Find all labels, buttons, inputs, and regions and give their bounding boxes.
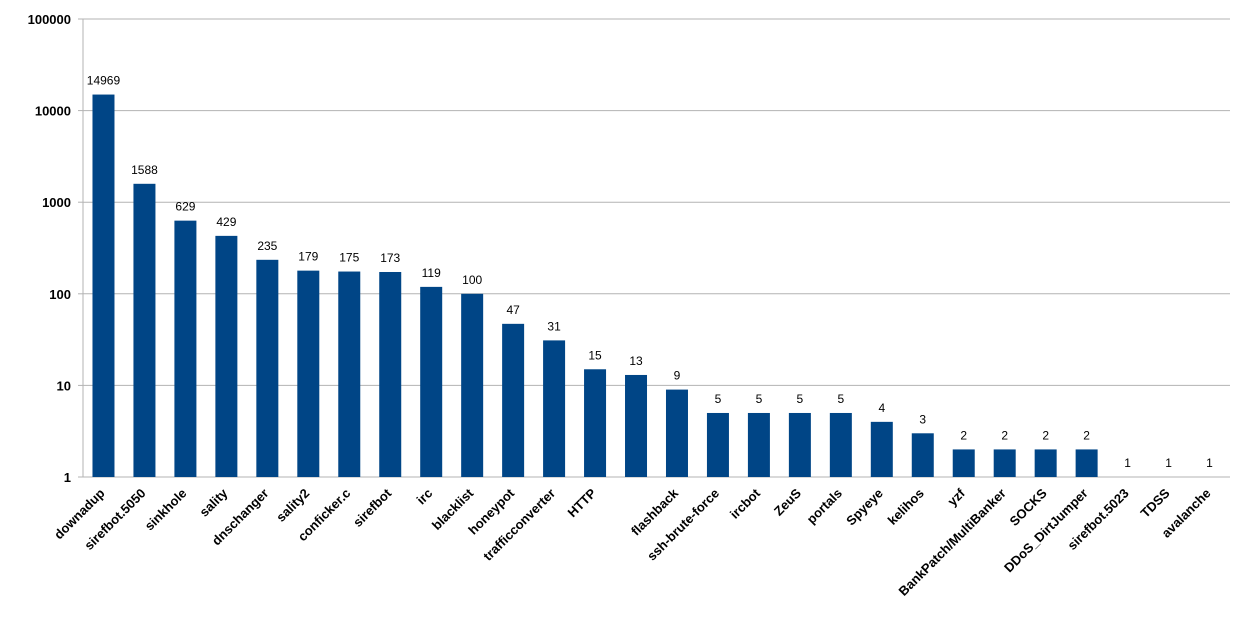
bar [829, 412, 852, 477]
value-label: 629 [175, 200, 195, 214]
bar [420, 286, 443, 477]
value-label: 5 [797, 392, 804, 406]
x-tick-label: ircbot [727, 485, 764, 522]
x-tick-label: ssh-brute-force [644, 486, 722, 564]
y-tick-label: 10000 [35, 104, 71, 119]
y-tick-label: 10 [57, 378, 71, 393]
value-label: 100 [462, 273, 482, 287]
bar [706, 412, 729, 477]
value-label: 1 [1124, 456, 1131, 470]
bar [297, 270, 320, 477]
value-label: 2 [1042, 428, 1049, 442]
x-tick-label: trafficconverter [480, 486, 558, 564]
y-tick-label: 1 [64, 470, 71, 485]
value-label: 5 [715, 392, 722, 406]
value-label: 429 [216, 215, 236, 229]
value-label: 14969 [87, 74, 121, 88]
y-tick-label: 100 [49, 287, 71, 302]
value-label: 235 [257, 239, 277, 253]
bar [215, 235, 238, 477]
value-label: 179 [298, 250, 318, 264]
x-tick-label: sirefbot [350, 485, 395, 530]
value-label: 31 [547, 319, 561, 333]
x-tick-label: irc [413, 486, 435, 508]
value-label: 173 [380, 251, 400, 265]
value-label: 9 [674, 369, 681, 383]
value-label: 2 [1001, 428, 1008, 442]
bar [584, 369, 607, 477]
value-label: 2 [960, 428, 967, 442]
bar [993, 449, 1016, 477]
value-label: 1588 [131, 163, 158, 177]
value-label: 4 [878, 401, 885, 415]
value-label: 1 [1165, 456, 1172, 470]
x-tick-label: sality2 [273, 486, 312, 525]
bar [1034, 449, 1057, 477]
bar [1075, 449, 1098, 477]
value-label: 5 [756, 392, 763, 406]
x-tick-label: ZeuS [771, 485, 804, 518]
bar [870, 421, 893, 477]
x-tick-label: kelihos [885, 486, 927, 528]
value-label: 5 [837, 392, 844, 406]
x-tick-label: sality [196, 485, 231, 520]
value-label: 1 [1206, 456, 1213, 470]
bar [256, 259, 279, 477]
x-tick-label: TDSS [1138, 485, 1173, 520]
x-tick-label: Spyeye [843, 486, 886, 529]
x-tick-label: portals [804, 486, 845, 527]
bar [625, 374, 648, 477]
bar [543, 340, 566, 477]
value-label: 119 [422, 266, 441, 280]
bar [665, 389, 688, 477]
bar [747, 412, 770, 477]
y-tick-label: 100000 [28, 12, 71, 27]
value-label: 3 [919, 412, 926, 426]
value-label: 175 [339, 251, 359, 265]
value-label: 2 [1083, 428, 1090, 442]
x-tick-label: HTTP [565, 485, 600, 520]
bar [788, 412, 811, 477]
value-label: 47 [506, 303, 520, 317]
value-label: 15 [588, 348, 602, 362]
bar [952, 449, 975, 477]
x-tick-label: yzf [944, 485, 968, 509]
bar [911, 433, 934, 477]
bar [502, 323, 525, 477]
y-tick-label: 1000 [42, 195, 71, 210]
bar [461, 293, 484, 477]
bar [174, 220, 197, 477]
value-label: 13 [629, 354, 643, 368]
bar [379, 271, 402, 477]
x-tick-label: sinkhole [142, 486, 190, 534]
bar [92, 94, 115, 477]
bar [133, 183, 156, 477]
bar [338, 271, 361, 477]
